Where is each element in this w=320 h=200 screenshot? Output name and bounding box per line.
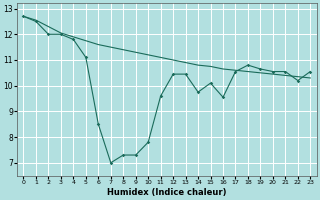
X-axis label: Humidex (Indice chaleur): Humidex (Indice chaleur) — [107, 188, 227, 197]
